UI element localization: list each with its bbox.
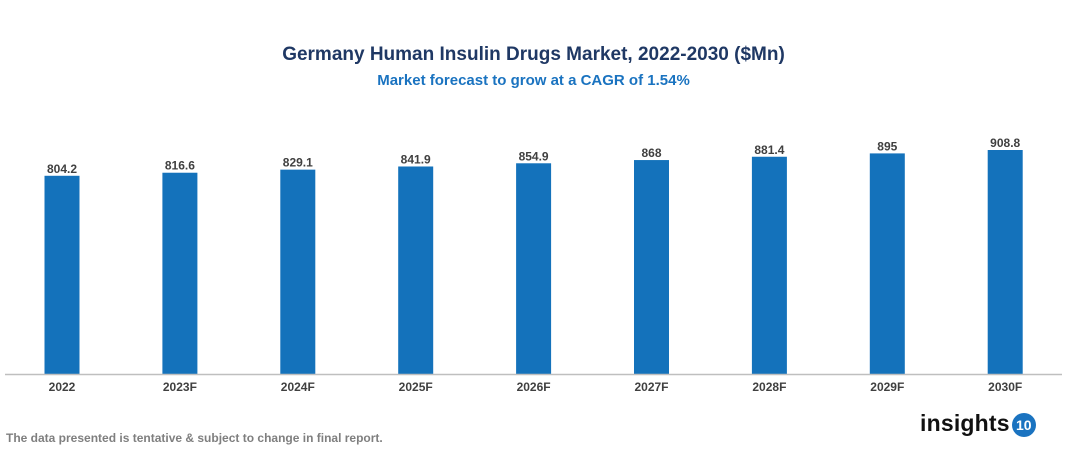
logo-text: insights <box>920 409 1010 436</box>
bar-2030F <box>987 150 1023 374</box>
bar-2025F <box>398 166 434 374</box>
logo-badge: 10 <box>1011 413 1036 437</box>
bar-2022 <box>44 175 80 374</box>
x-tick-label: 2030F <box>988 380 1022 394</box>
bar-2027F <box>634 160 669 374</box>
x-tick-label: 2024F <box>281 380 315 394</box>
disclaimer-note: The data presented is tentative & subjec… <box>6 431 383 445</box>
bar-2029F <box>869 153 905 374</box>
data-label: 854.9 <box>519 149 549 163</box>
x-tick-label: 2022 <box>49 380 76 394</box>
data-label: 829.1 <box>283 156 313 170</box>
bar-2023F <box>162 172 198 374</box>
data-label: 868 <box>641 146 661 160</box>
bar-2026F <box>516 163 552 374</box>
data-label: 895 <box>877 139 897 153</box>
bar-2024F <box>280 169 316 374</box>
x-tick-label: 2025F <box>399 380 433 394</box>
x-tick-label: 2026F <box>517 380 551 394</box>
x-tick-label: 2029F <box>870 380 904 394</box>
x-tick-label: 2027F <box>634 380 668 394</box>
bar-2028F <box>751 156 787 374</box>
insights10-logo: insights 10 <box>920 409 1036 437</box>
data-label: 881.4 <box>754 143 784 157</box>
chart-subtitle: Market forecast to grow at a CAGR of 1.5… <box>377 72 690 89</box>
x-tick-label: 2028F <box>752 380 786 394</box>
chart-title: Germany Human Insulin Drugs Market, 2022… <box>282 44 785 65</box>
data-label: 804.2 <box>47 162 77 176</box>
data-label: 816.6 <box>165 159 195 173</box>
data-label: 908.8 <box>990 136 1020 150</box>
x-tick-label: 2023F <box>163 380 197 394</box>
data-label: 841.9 <box>401 152 431 166</box>
